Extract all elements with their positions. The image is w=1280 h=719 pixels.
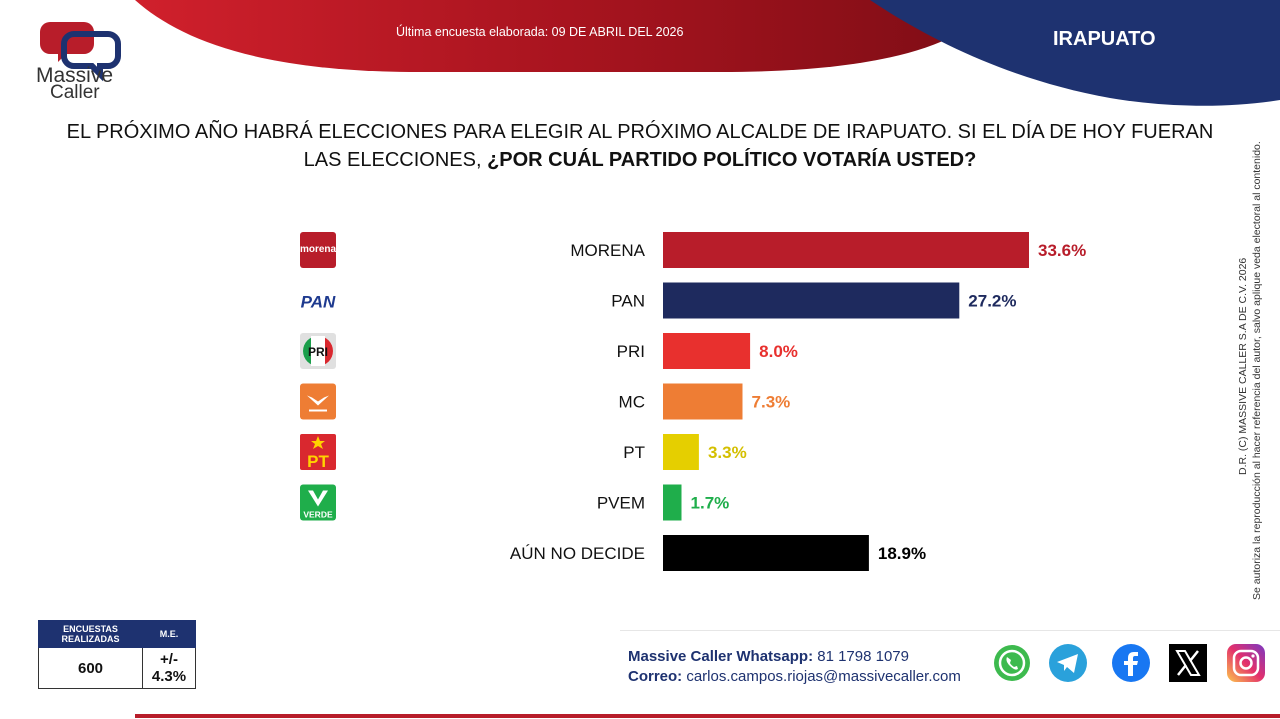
copyright-side-note: D.R. (C) MASSIVE CALLER S.A DE C.V. 2026… [1228,125,1268,605]
contact-info: Massive Caller Whatsapp: 81 1798 1079 Co… [628,647,961,687]
surveys-value: 600 [38,647,143,689]
survey-date: Última encuesta elaborada: 09 DE ABRIL D… [396,25,684,39]
pvem-logo-icon: VERDE [300,484,336,521]
instagram-icon[interactable] [1226,643,1266,683]
footer-divider [620,630,1280,631]
bar-1 [663,232,1029,268]
pt-logo-icon: PT [300,434,336,471]
pri-logo-icon: PRI [300,333,336,369]
category-label: PRI [617,342,645,361]
footer-red-line [135,714,1280,718]
whatsapp-label: Massive Caller Whatsapp: [628,648,814,665]
svg-text:PRI: PRI [308,345,328,359]
bar-7 [663,535,869,571]
svg-text:PAN: PAN [301,293,336,312]
whatsapp-icon[interactable] [992,643,1032,683]
city-title: IRAPUATO [1053,28,1156,50]
pan-logo-icon: PAN [300,282,336,319]
survey-question: EL PRÓXIMO AÑO HABRÁ ELECCIONES PARA ELE… [60,118,1220,174]
category-label: MORENA [570,241,645,260]
margin-error-value: +/- 4.3% [142,647,196,689]
email-address[interactable]: carlos.campos.riojas@massivecaller.com [686,668,961,685]
bar-3 [663,333,751,369]
logo-word-caller: Caller [50,82,100,103]
facebook-icon[interactable] [1111,643,1151,683]
copyright-line1: D.R. (C) MASSIVE CALLER S.A DE C.V. 2026 [1237,258,1249,475]
sample-stats-table: ENCUESTAS REALIZADAS M.E. 600 +/- 4.3% [38,620,196,689]
question-part2: ¿POR CUÁL PARTIDO POLÍTICO VOTARÍA USTED… [487,149,977,171]
value-label: 27.2% [968,292,1016,311]
morena-logo-icon: morena [300,232,337,268]
category-label: PAN [611,292,645,311]
surveys-header: ENCUESTAS REALIZADAS [38,620,143,648]
massive-caller-logo-icon [40,22,121,82]
margin-error-header: M.E. [142,620,196,648]
bar-5 [663,434,699,470]
value-label: 7.3% [752,393,791,412]
svg-text:morena: morena [300,244,337,255]
svg-text:VERDE: VERDE [303,510,333,520]
mc-logo-icon [300,383,336,420]
value-label: 33.6% [1038,241,1086,260]
logo-word-massive: Massive [36,64,114,87]
navy-header-band [870,0,1280,106]
svg-text:PT: PT [307,452,329,471]
question-part1: EL PRÓXIMO AÑO HABRÁ ELECCIONES PARA ELE… [66,121,1214,171]
copyright-line2: Se autoriza la reproducción al hacer ref… [1251,141,1263,600]
whatsapp-number[interactable]: 81 1798 1079 [817,648,909,665]
header-background [135,0,1280,106]
value-label: 1.7% [691,494,730,513]
category-label: MC [619,393,645,412]
x-icon[interactable] [1168,643,1208,683]
category-label: PT [623,443,645,462]
value-label: 3.3% [708,443,747,462]
red-header-band [135,0,1000,72]
bar-4 [663,383,743,420]
telegram-icon[interactable] [1048,643,1088,683]
value-label: 8.0% [759,342,798,361]
value-label: 18.9% [878,544,926,563]
category-label: AÚN NO DECIDE [510,544,645,563]
bar-6 [663,484,682,521]
whatsapp-line: Massive Caller Whatsapp: 81 1798 1079 [628,647,961,667]
vote-intention-bar-chart: MORENA 33.6% PAN 27.2% PRI 8.0% MC 7.3% PT 3.3% PV… [300,232,1086,571]
category-label: PVEM [597,494,645,513]
email-label: Correo: [628,668,683,685]
email-line: Correo: carlos.campos.riojas@massivecall… [628,667,961,687]
bar-2 [663,282,960,319]
